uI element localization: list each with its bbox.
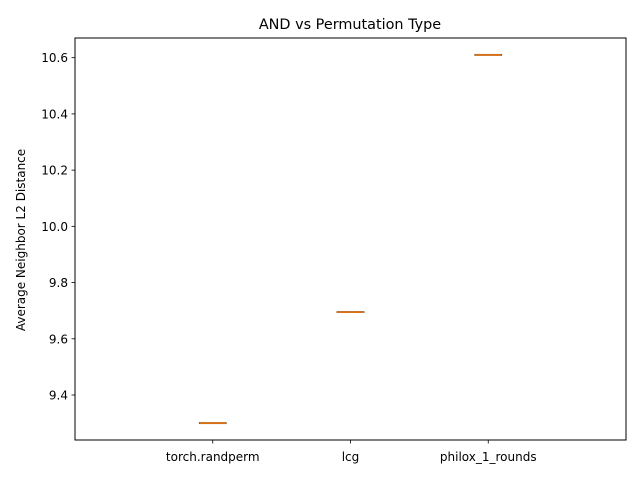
box-series — [198, 53, 503, 425]
y-tick-label: 9.8 — [49, 276, 68, 290]
y-tick-label: 10.0 — [41, 220, 68, 234]
x-tick-label: lcg — [342, 450, 360, 464]
y-tick-label: 9.4 — [49, 389, 68, 403]
x-tick-label: philox_1_rounds — [440, 450, 537, 464]
chart-title: AND vs Permutation Type — [259, 17, 441, 33]
y-axis: 9.4 9.6 9.8 10.0 10.2 10.4 10.6 — [41, 51, 75, 403]
plot-area-frame — [74, 37, 627, 441]
y-tick-label: 10.2 — [41, 164, 68, 178]
x-axis: torch.randperm lcg philox_1_rounds — [166, 440, 537, 464]
y-tick-label: 9.6 — [49, 332, 68, 346]
y-axis-label: Average Neighbor L2 Distance — [14, 149, 28, 331]
y-tick-label: 10.6 — [41, 51, 68, 65]
y-tick-label: 10.4 — [41, 107, 68, 121]
x-tick-label: torch.randperm — [166, 450, 260, 464]
